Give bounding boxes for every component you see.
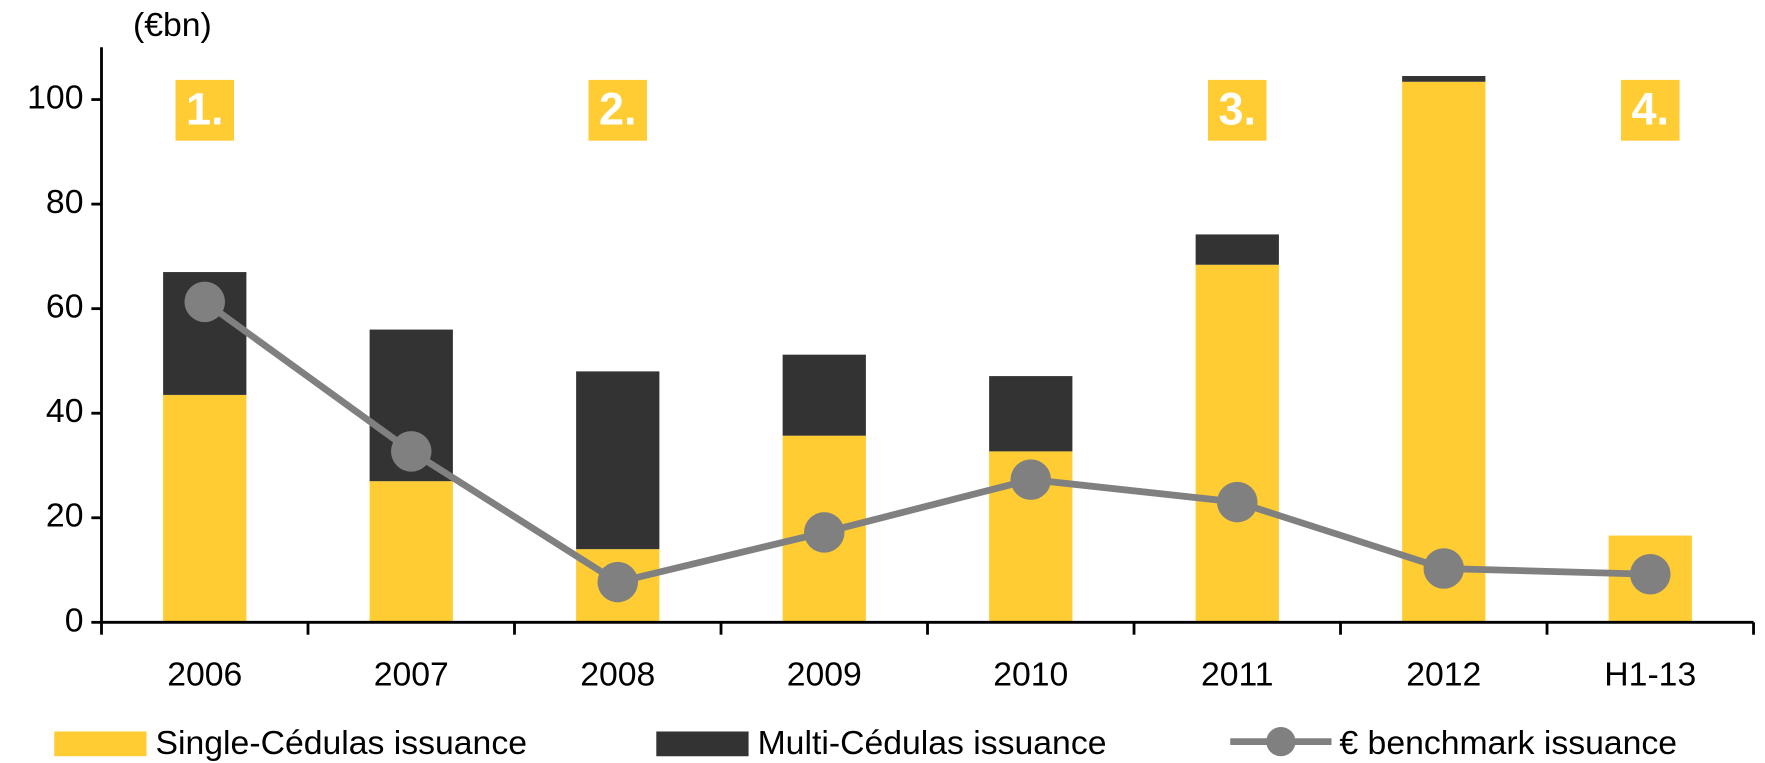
x-tick-label: 2011	[1201, 655, 1274, 693]
x-tick-label: 2008	[580, 655, 655, 693]
line-marker	[1423, 548, 1465, 589]
annotation-box	[175, 79, 235, 141]
annotation-box	[1208, 79, 1267, 141]
bar	[989, 376, 1073, 452]
bar	[576, 371, 660, 550]
legend-label: Multi-Cédulas issuance	[758, 724, 1107, 762]
annotation: 2.	[599, 83, 637, 134]
y-tick-label: 20	[46, 497, 84, 535]
bar	[1195, 264, 1279, 623]
line-marker	[804, 512, 845, 553]
annotation: 3.	[1219, 83, 1257, 134]
x-tick-label: H1-13	[1604, 655, 1696, 693]
y-axis-label: (€bn)	[133, 6, 212, 44]
bar	[369, 481, 453, 623]
y-tick-label: 60	[46, 288, 84, 326]
line-marker	[1630, 553, 1671, 595]
y-tick-label: 0	[65, 601, 84, 639]
line-marker	[1217, 481, 1258, 523]
bar	[782, 354, 866, 436]
bar	[163, 394, 247, 623]
x-tick-label: 2010	[993, 655, 1068, 693]
bar	[1402, 76, 1486, 82]
y-tick-label: 80	[46, 183, 84, 221]
annotation-box	[1621, 79, 1680, 141]
legend-swatch	[1266, 726, 1296, 757]
line-marker	[390, 431, 432, 472]
bar	[1195, 234, 1279, 265]
line-marker	[1010, 459, 1052, 500]
line	[202, 299, 1651, 586]
line-marker	[184, 281, 226, 323]
annotation: 4.	[1632, 83, 1670, 134]
y-tick-label: 40	[46, 392, 84, 430]
legend-swatch	[656, 731, 749, 757]
legend-swatch	[54, 731, 147, 757]
x-tick-label: 2012	[1406, 655, 1481, 693]
line-marker	[597, 561, 639, 603]
x-tick-label: 2009	[787, 655, 862, 693]
annotation: 1.	[186, 83, 224, 134]
annotation-box	[588, 79, 648, 141]
bar	[1402, 81, 1486, 623]
y-tick-label: 100	[27, 78, 83, 116]
legend-label: € benchmark issuance	[1339, 724, 1677, 762]
x-tick-label: 2007	[374, 655, 449, 693]
legend-label: Single-Cédulas issuance	[156, 724, 527, 762]
x-tick-label: 2006	[167, 655, 242, 693]
